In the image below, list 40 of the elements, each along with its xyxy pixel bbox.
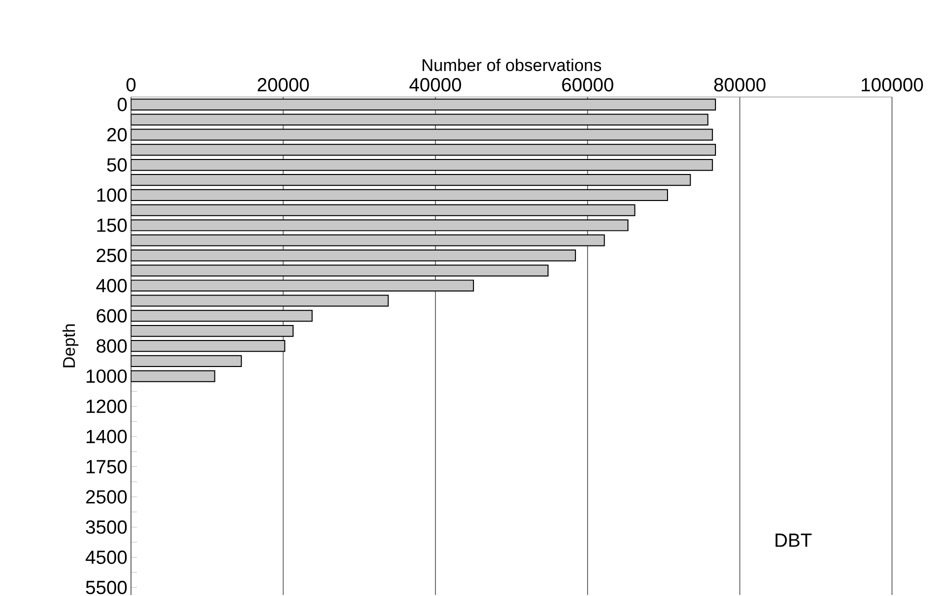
bar — [131, 174, 691, 186]
x-tick-label: 0 — [126, 78, 136, 92]
y-tick-label: 150 — [97, 218, 127, 232]
bar — [131, 204, 636, 216]
y-tick-label: 800 — [96, 339, 127, 353]
y-tick-label: 0 — [118, 98, 127, 112]
x-tick-label: 80000 — [714, 78, 766, 92]
x-tick-label: 60000 — [562, 78, 614, 92]
y-tick-label: 3500 — [86, 520, 127, 534]
y-tick-label: 5500 — [86, 580, 127, 594]
bar — [131, 280, 474, 292]
y-tick-label: 400 — [96, 278, 127, 292]
bar — [131, 264, 549, 276]
y-tick-label: 100 — [97, 188, 127, 202]
y-tick-label: 1000 — [86, 369, 127, 383]
y-tick-label: 250 — [96, 248, 127, 262]
y-tick-label: 1750 — [86, 460, 127, 474]
bar — [131, 370, 216, 382]
y-axis-title: Depth — [62, 324, 78, 368]
bar — [131, 99, 716, 110]
y-tick-label: 600 — [96, 309, 127, 323]
bar — [131, 114, 708, 126]
annotation: DBT — [776, 534, 812, 547]
bar — [131, 234, 605, 246]
x-tick-label: 40000 — [409, 78, 462, 92]
bar — [131, 324, 294, 337]
bar — [131, 250, 576, 262]
bar — [131, 355, 242, 368]
x-axis-title: Number of observations — [422, 58, 602, 72]
y-tick-label: 2500 — [86, 490, 127, 504]
bar — [131, 158, 713, 171]
x-tick-label: 20000 — [258, 78, 309, 92]
y-tick-label: 50 — [107, 158, 127, 172]
y-tick-label: 1200 — [86, 400, 127, 414]
y-tick-label: 1400 — [86, 430, 127, 444]
bar — [131, 189, 668, 202]
bar — [131, 340, 286, 352]
y-tick-label: 20 — [107, 128, 127, 142]
x-tick-label: 100000 — [862, 78, 923, 92]
y-tick-label: 4500 — [86, 550, 127, 564]
